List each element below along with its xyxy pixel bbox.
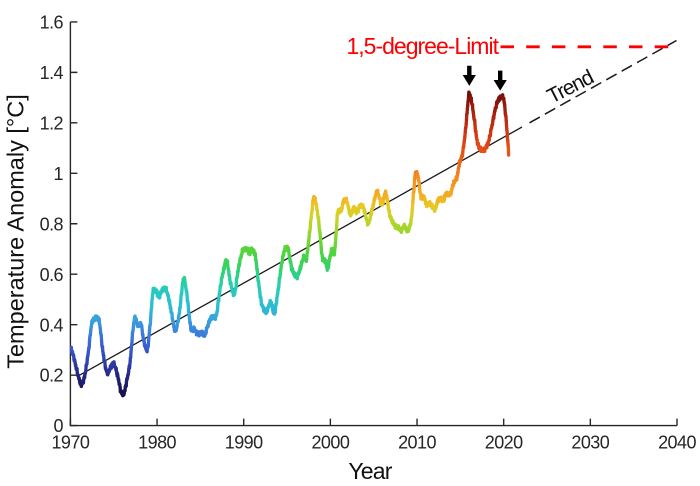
svg-text:1.4: 1.4 <box>40 63 64 83</box>
svg-text:0.2: 0.2 <box>40 366 64 386</box>
svg-text:1.2: 1.2 <box>40 113 64 133</box>
svg-text:2040: 2040 <box>658 432 696 452</box>
svg-text:1,5-degree-Limit: 1,5-degree-Limit <box>347 33 500 59</box>
svg-text:1980: 1980 <box>138 432 176 452</box>
svg-text:0.4: 0.4 <box>40 315 64 335</box>
svg-text:2010: 2010 <box>398 432 436 452</box>
svg-text:0: 0 <box>54 416 64 436</box>
svg-text:2000: 2000 <box>311 432 349 452</box>
svg-text:1.6: 1.6 <box>40 13 64 33</box>
svg-text:0.8: 0.8 <box>40 214 64 234</box>
svg-text:Year: Year <box>348 458 392 484</box>
svg-text:Temperature Anomaly [°C]: Temperature Anomaly [°C] <box>3 94 29 369</box>
svg-text:2030: 2030 <box>571 432 609 452</box>
svg-text:1970: 1970 <box>51 432 89 452</box>
svg-text:0.6: 0.6 <box>40 265 64 285</box>
svg-text:2020: 2020 <box>485 432 523 452</box>
svg-text:1990: 1990 <box>225 432 263 452</box>
svg-text:1: 1 <box>54 164 64 184</box>
